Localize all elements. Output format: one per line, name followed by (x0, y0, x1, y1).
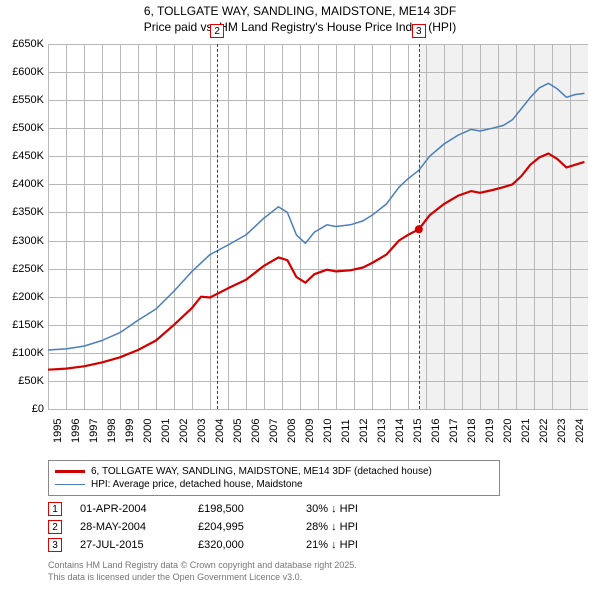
chart: 23 £0£50K£100K£150K£200K£250K£300K£350K£… (48, 44, 588, 424)
transaction-date: 27-JUL-2015 (80, 539, 180, 551)
y-tick-label: £500K (0, 122, 44, 134)
x-tick-label: 2012 (358, 419, 370, 443)
title-line1: 6, TOLLGATE WAY, SANDLING, MAIDSTONE, ME… (0, 4, 600, 20)
marker-box-3: 3 (412, 24, 426, 38)
series-property (48, 154, 584, 370)
page: 6, TOLLGATE WAY, SANDLING, MAIDSTONE, ME… (0, 0, 600, 590)
transaction-marker: 2 (48, 520, 62, 534)
transaction-marker: 3 (48, 538, 62, 552)
transaction-pct: 30% ↓ HPI (306, 503, 396, 515)
x-tick-label: 2022 (538, 419, 550, 443)
x-tick-label: 2003 (196, 419, 208, 443)
x-tick-label: 2019 (484, 419, 496, 443)
x-tick-label: 2013 (376, 419, 388, 443)
x-tick-label: 2018 (466, 419, 478, 443)
footer: Contains HM Land Registry data © Crown c… (48, 560, 357, 583)
x-tick-label: 2016 (430, 419, 442, 443)
legend-label: 6, TOLLGATE WAY, SANDLING, MAIDSTONE, ME… (91, 466, 432, 477)
transaction-price: £204,995 (198, 521, 288, 533)
legend-item: HPI: Average price, detached house, Maid… (55, 478, 493, 491)
y-tick-label: £100K (0, 347, 44, 359)
transaction-row: 1 01-APR-2004 £198,500 30% ↓ HPI (48, 500, 396, 518)
x-tick-label: 2000 (142, 419, 154, 443)
legend-label: HPI: Average price, detached house, Maid… (91, 479, 303, 490)
x-tick-label: 2009 (304, 419, 316, 443)
legend: 6, TOLLGATE WAY, SANDLING, MAIDSTONE, ME… (48, 460, 500, 496)
x-tick-label: 2014 (394, 419, 406, 443)
y-tick-label: £650K (0, 38, 44, 50)
y-tick-label: £300K (0, 235, 44, 247)
y-tick-label: £350K (0, 206, 44, 218)
title-line2: Price paid vs. HM Land Registry's House … (0, 20, 600, 36)
y-tick-label: £250K (0, 263, 44, 275)
transaction-marker: 1 (48, 502, 62, 516)
legend-swatch (55, 470, 85, 472)
plot-area: 23 (48, 44, 588, 409)
series-lines (48, 44, 588, 409)
marker-line-3 (419, 44, 420, 409)
x-tick-label: 2020 (502, 419, 514, 443)
transaction-table: 1 01-APR-2004 £198,500 30% ↓ HPI 2 28-MAY-200… (48, 500, 396, 554)
transaction-date: 28-MAY-2004 (80, 521, 180, 533)
x-tick-label: 1999 (124, 419, 136, 443)
y-tick-label: £0 (0, 403, 44, 415)
chart-title: 6, TOLLGATE WAY, SANDLING, MAIDSTONE, ME… (0, 0, 600, 35)
transaction-pct: 28% ↓ HPI (306, 521, 396, 533)
x-tick-label: 2021 (520, 419, 532, 443)
y-tick-label: £50K (0, 375, 44, 387)
x-tick-label: 2023 (556, 419, 568, 443)
transaction-price: £198,500 (198, 503, 288, 515)
x-tick-label: 2007 (268, 419, 280, 443)
x-tick-label: 2002 (178, 419, 190, 443)
x-tick-label: 2001 (160, 419, 172, 443)
x-tick-label: 1996 (70, 419, 82, 443)
transaction-row: 2 28-MAY-2004 £204,995 28% ↓ HPI (48, 518, 396, 536)
x-tick-label: 2011 (340, 419, 352, 443)
marker-box-2: 2 (210, 24, 224, 38)
y-tick-label: £600K (0, 66, 44, 78)
series-hpi (48, 83, 584, 350)
transaction-date: 01-APR-2004 (80, 503, 180, 515)
x-tick-label: 2006 (250, 419, 262, 443)
y-tick-label: £150K (0, 319, 44, 331)
x-tick-label: 2017 (448, 419, 460, 443)
y-tick-label: £400K (0, 178, 44, 190)
x-tick-label: 1998 (106, 419, 118, 443)
transaction-price: £320,000 (198, 539, 288, 551)
x-tick-label: 2008 (286, 419, 298, 443)
x-tick-label: 1995 (52, 419, 64, 443)
x-tick-label: 2004 (214, 419, 226, 443)
x-tick-label: 2024 (574, 419, 586, 443)
x-tick-label: 2010 (322, 419, 334, 443)
x-tick-label: 2015 (412, 419, 424, 443)
legend-swatch (55, 484, 85, 486)
y-tick-label: £200K (0, 291, 44, 303)
footer-line1: Contains HM Land Registry data © Crown c… (48, 560, 357, 572)
x-tick-label: 2005 (232, 419, 244, 443)
y-tick-label: £550K (0, 94, 44, 106)
footer-line2: This data is licensed under the Open Gov… (48, 572, 357, 584)
transaction-pct: 21% ↓ HPI (306, 539, 396, 551)
y-tick-label: £450K (0, 150, 44, 162)
legend-item: 6, TOLLGATE WAY, SANDLING, MAIDSTONE, ME… (55, 465, 493, 478)
marker-line-2 (217, 44, 218, 409)
x-tick-label: 1997 (88, 419, 100, 443)
transaction-row: 3 27-JUL-2015 £320,000 21% ↓ HPI (48, 536, 396, 554)
